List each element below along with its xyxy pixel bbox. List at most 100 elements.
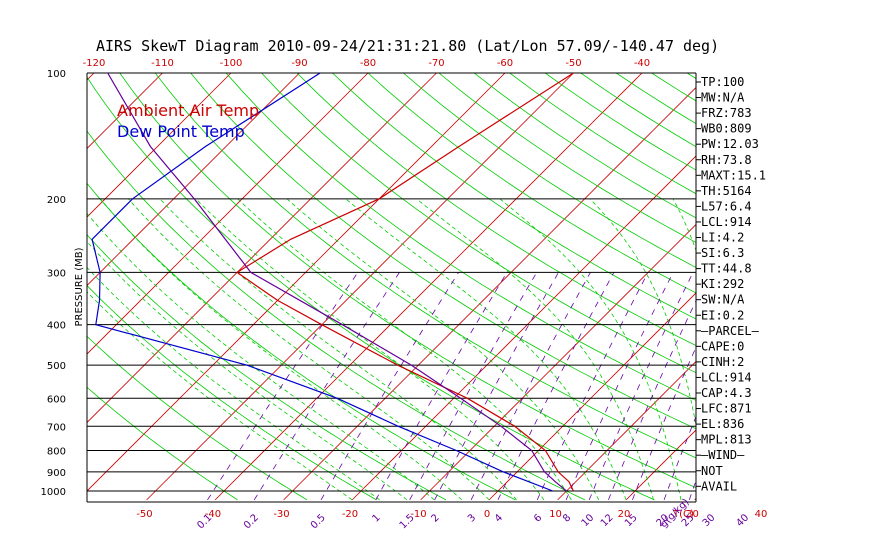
top-temp-tick-label: -40 bbox=[634, 58, 650, 69]
pressure-tick-label: 800 bbox=[47, 446, 66, 457]
moist-adiabat-line bbox=[416, 198, 654, 500]
mixing-ratio-line bbox=[744, 272, 826, 500]
isotherm-line bbox=[87, 73, 232, 218]
isotherm-line bbox=[87, 73, 300, 287]
mixing-ratio-line bbox=[608, 299, 696, 501]
chart-title: AIRS SkewT Diagram 2010-09-24/21:31:21.8… bbox=[96, 37, 719, 55]
mixing-ratio-tick-label: 12 bbox=[599, 512, 616, 529]
stability-index-item: MAXT:15.1 bbox=[701, 168, 766, 182]
mixing-ratio-line bbox=[632, 346, 696, 501]
y-axis-label: PRESSURE (MB) bbox=[74, 247, 85, 326]
stability-index-item: WB0:809 bbox=[701, 122, 752, 136]
moist-adiabat-line bbox=[87, 266, 380, 501]
moist-adiabat-line bbox=[87, 240, 408, 501]
stability-index-item: SW:N/A bbox=[701, 293, 745, 307]
parcel-trace-line bbox=[107, 73, 567, 492]
moist-adiabat-line bbox=[286, 198, 600, 501]
stability-index-item: L57:6.4 bbox=[701, 199, 752, 213]
bottom-temp-tick-label: 20 bbox=[618, 509, 631, 520]
top-temp-tick-label: -80 bbox=[360, 58, 376, 69]
pressure-tick-label: 500 bbox=[47, 361, 66, 372]
dry-adiabat-line bbox=[87, 234, 447, 501]
mixing-ratio-tick-label: 40 bbox=[734, 512, 751, 529]
dry-adiabat-line bbox=[367, 73, 696, 294]
dry-adiabat-line bbox=[87, 335, 308, 501]
pressure-tick-label: 900 bbox=[47, 468, 66, 479]
mixing-ratio-tick-label: 8 bbox=[561, 512, 573, 524]
temp-axis-label: T(C) bbox=[672, 509, 694, 520]
top-temp-tick-label: -60 bbox=[497, 58, 513, 69]
stability-index-item: EL:836 bbox=[701, 417, 744, 431]
moist-adiabat-line bbox=[589, 198, 696, 427]
stability-index-item: MPL:813 bbox=[701, 433, 752, 447]
mixing-ratio-line bbox=[536, 272, 649, 501]
stability-index-item: TT:44.8 bbox=[701, 262, 752, 276]
stability-index-item: AVAIL bbox=[701, 479, 737, 493]
stability-index-item: TH:5164 bbox=[701, 184, 752, 198]
mixing-ratio-line bbox=[565, 272, 674, 501]
isotherm-line bbox=[87, 73, 437, 424]
isotherm-line bbox=[0, 73, 26, 500]
moist-adiabat-line bbox=[128, 198, 490, 501]
stability-index-item: —WIND— bbox=[701, 448, 745, 462]
stability-index-item: CAP:4.3 bbox=[701, 386, 752, 400]
dew-point-temp-line bbox=[91, 73, 554, 492]
isotherm-line bbox=[488, 292, 696, 501]
pressure-tick-label: 700 bbox=[47, 422, 66, 433]
isotherm-line bbox=[87, 73, 506, 492]
pressure-tick-label: 200 bbox=[47, 195, 66, 206]
dry-adiabat-line bbox=[87, 386, 238, 501]
pressure-tick-label: 400 bbox=[47, 321, 66, 332]
mixing-ratio-tick-label: 0.5 bbox=[309, 512, 328, 531]
mixing-ratio-tick-label: 4 bbox=[493, 512, 505, 524]
bottom-temp-tick-label: -30 bbox=[273, 509, 289, 520]
mixing-ratio-tick-label: 2 bbox=[429, 512, 441, 524]
isotherm-line bbox=[283, 86, 696, 501]
stability-index-item: CAPE:0 bbox=[701, 339, 744, 353]
bottom-temp-tick-label: 0 bbox=[484, 509, 490, 520]
stability-index-item: RH:73.8 bbox=[701, 153, 752, 167]
mixing-ratio-line bbox=[434, 272, 559, 501]
moist-adiabat-line bbox=[87, 212, 435, 501]
mixing-ratio-tick-label: 30 bbox=[701, 512, 718, 529]
dry-adiabat-line bbox=[403, 73, 696, 268]
dry-adiabat-line bbox=[332, 73, 696, 320]
mixing-ratio-line bbox=[588, 272, 694, 501]
ambient-air-temp-line bbox=[236, 73, 574, 492]
stability-index-item: LFC:871 bbox=[701, 402, 752, 416]
isotherm-line bbox=[146, 73, 574, 501]
mixing-ratio-line bbox=[253, 272, 400, 501]
mixing-ratio-line bbox=[207, 272, 359, 501]
stability-index-item: EI:0.2 bbox=[701, 308, 744, 322]
moist-adiabat-line bbox=[99, 198, 462, 501]
moist-adiabat-line bbox=[345, 198, 627, 501]
dry-adiabat-line bbox=[225, 73, 696, 401]
mixing-ratio-tick-label: 6 bbox=[532, 512, 544, 524]
stability-index-item: LI:4.2 bbox=[701, 231, 744, 245]
bottom-temp-tick-label: 40 bbox=[755, 509, 768, 520]
mixing-ratio-line bbox=[409, 272, 538, 501]
mixing-ratio-tick-label: 0.2 bbox=[242, 512, 261, 531]
isotherm-line bbox=[832, 73, 870, 500]
moist-adiabat-line bbox=[499, 198, 682, 500]
pressure-tick-label: 300 bbox=[47, 268, 66, 279]
top-temp-tick-label: -70 bbox=[428, 58, 444, 69]
mixing-ratio-tick-label: 1 bbox=[370, 512, 382, 524]
dry-adiabat-line bbox=[87, 285, 377, 501]
top-temp-tick-label: -100 bbox=[220, 58, 243, 69]
mixing-ratio-tick-label: 10 bbox=[580, 512, 597, 529]
stability-index-item: LCL:914 bbox=[701, 215, 752, 229]
isotherm-line bbox=[214, 73, 643, 501]
top-temp-tick-label: -110 bbox=[151, 58, 174, 69]
pressure-tick-label: 100 bbox=[47, 69, 66, 80]
dry-adiabat-line bbox=[87, 182, 516, 501]
bottom-temp-tick-label: -10 bbox=[410, 509, 426, 520]
mixing-ratio-tick-label: 3 bbox=[466, 512, 478, 524]
bottom-temp-tick-label: 30 bbox=[686, 509, 699, 520]
dry-adiabat-line bbox=[438, 73, 696, 243]
dry-adiabat-line bbox=[119, 73, 696, 489]
mixing-ratio-line bbox=[497, 272, 615, 501]
legend: Ambient Air Temp Dew Point Temp bbox=[117, 101, 259, 141]
